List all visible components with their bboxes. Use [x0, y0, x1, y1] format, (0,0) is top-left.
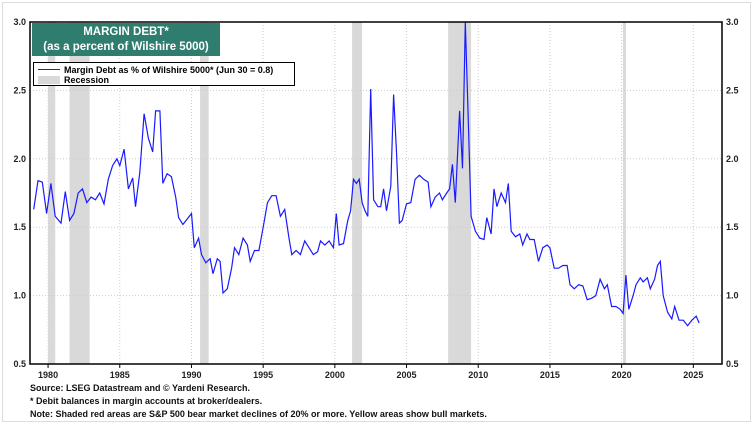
- x-tick-label: 2010: [468, 370, 488, 380]
- y-tick-label-left: 0.5: [13, 359, 26, 369]
- y-tick-label-right: 2.5: [726, 85, 739, 95]
- source-note: Source: LSEG Datastream and © Yardeni Re…: [30, 383, 251, 393]
- chart-title: MARGIN DEBT*: [83, 26, 169, 38]
- recession-band: [69, 22, 90, 364]
- y-tick-label-right: 0.5: [726, 359, 739, 369]
- recession-band: [200, 22, 209, 364]
- x-tick-label: 2025: [683, 370, 703, 380]
- y-tick-label-left: 2.5: [13, 85, 26, 95]
- y-tick-label-right: 1.5: [726, 222, 739, 232]
- x-tick-label: 1990: [181, 370, 201, 380]
- footnote: * Debit balances in margin accounts at b…: [30, 396, 263, 406]
- y-tick-label-left: 1.0: [13, 291, 26, 301]
- legend-box-swatch: [38, 75, 60, 84]
- y-tick-label-right: 2.0: [726, 154, 739, 164]
- x-tick-label: 1985: [110, 370, 130, 380]
- chart-title-box: MARGIN DEBT* (as a percent of Wilshire 5…: [32, 23, 220, 56]
- y-tick-label-left: 3.0: [13, 17, 26, 27]
- legend: Margin Debt as % of Wilshire 5000* (Jun …: [33, 62, 295, 86]
- x-tick-label: 2015: [540, 370, 560, 380]
- legend-item-recession: Recession: [38, 74, 109, 85]
- legend-item-margin-debt: Margin Debt as % of Wilshire 5000* (Jun …: [38, 64, 273, 75]
- x-tick-label: 2005: [397, 370, 417, 380]
- chart-subtitle: (as a percent of Wilshire 5000): [43, 41, 209, 53]
- plot-border: [29, 21, 723, 365]
- x-tick-label: 1995: [253, 370, 273, 380]
- x-tick-label: 2000: [325, 370, 345, 380]
- y-tick-label-left: 2.0: [13, 154, 26, 164]
- recession-band: [352, 22, 363, 364]
- y-tick-label-right: 1.0: [726, 291, 739, 301]
- legend-label: Recession: [64, 74, 110, 85]
- recession-band: [623, 22, 626, 364]
- legend-line-swatch: [38, 69, 60, 70]
- chart-notes: Source: LSEG Datastream and © Yardeni Re…: [30, 382, 487, 421]
- recession-band: [448, 22, 472, 364]
- shading-note: Note: Shaded red areas are S&P 500 bear …: [30, 409, 487, 419]
- y-tick-label-right: 3.0: [726, 17, 739, 27]
- x-tick-label: 1980: [38, 370, 58, 380]
- x-tick-label: 2020: [612, 370, 632, 380]
- y-tick-label-left: 1.5: [13, 222, 26, 232]
- margin-debt-line: [33, 21, 700, 327]
- legend-label: Margin Debt as % of Wilshire 5000* (Jun …: [64, 64, 274, 75]
